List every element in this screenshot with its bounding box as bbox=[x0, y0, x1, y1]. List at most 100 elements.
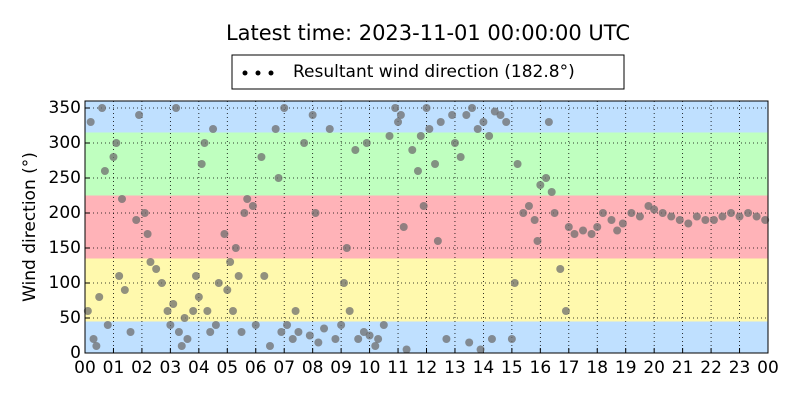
data-point bbox=[197, 160, 206, 168]
data-point bbox=[200, 139, 209, 147]
data-point bbox=[325, 125, 334, 133]
data-point bbox=[650, 205, 659, 214]
data-point bbox=[692, 212, 701, 221]
data-point bbox=[260, 272, 269, 280]
data-point bbox=[140, 209, 149, 217]
data-point bbox=[243, 195, 252, 203]
x-tick-label: 11 bbox=[387, 358, 409, 378]
data-point bbox=[351, 146, 360, 154]
data-point bbox=[120, 286, 129, 294]
data-point bbox=[172, 104, 181, 112]
data-point bbox=[456, 153, 465, 161]
data-point bbox=[550, 209, 559, 217]
data-point bbox=[183, 335, 192, 343]
data-point bbox=[157, 279, 166, 287]
x-tick-label: 10 bbox=[359, 358, 381, 378]
data-point bbox=[408, 146, 417, 154]
data-point bbox=[396, 111, 405, 119]
data-point bbox=[385, 132, 394, 140]
data-point bbox=[311, 209, 320, 217]
data-point bbox=[547, 188, 556, 196]
data-point bbox=[667, 212, 676, 221]
data-point bbox=[291, 307, 300, 315]
data-point bbox=[95, 293, 104, 301]
data-point bbox=[524, 202, 533, 210]
data-point bbox=[271, 125, 280, 133]
legend-box bbox=[231, 54, 625, 90]
data-point bbox=[257, 153, 266, 161]
y-tick-label: 50 bbox=[59, 308, 81, 328]
data-point bbox=[391, 104, 400, 112]
data-point bbox=[536, 181, 545, 189]
data-point bbox=[283, 321, 292, 329]
data-point bbox=[280, 104, 289, 112]
data-point bbox=[556, 265, 565, 273]
data-point bbox=[431, 160, 440, 168]
data-point bbox=[362, 139, 371, 147]
legend-marker bbox=[268, 70, 274, 76]
data-point bbox=[394, 118, 403, 126]
data-point bbox=[98, 104, 107, 112]
data-point bbox=[109, 153, 118, 161]
data-point bbox=[365, 331, 374, 340]
x-tick-label: 07 bbox=[273, 358, 295, 378]
x-tick-label: 00 bbox=[74, 358, 96, 378]
data-point bbox=[163, 307, 172, 315]
data-point bbox=[223, 286, 232, 294]
data-point bbox=[220, 230, 229, 238]
data-point bbox=[191, 272, 200, 280]
data-point bbox=[228, 307, 237, 315]
y-tick-label: 100 bbox=[49, 273, 81, 293]
data-point bbox=[354, 335, 363, 343]
data-point bbox=[234, 272, 243, 280]
data-point bbox=[399, 223, 408, 231]
data-point bbox=[115, 272, 124, 280]
data-point bbox=[379, 321, 388, 329]
data-point bbox=[422, 104, 431, 112]
data-point bbox=[135, 111, 144, 119]
plot-frame bbox=[84, 100, 769, 354]
y-tick-label: 300 bbox=[49, 133, 81, 153]
data-point bbox=[436, 118, 445, 126]
x-tick-label: 06 bbox=[245, 358, 267, 378]
data-point bbox=[587, 230, 596, 238]
data-point bbox=[479, 118, 488, 126]
data-point bbox=[598, 209, 607, 217]
data-point bbox=[709, 216, 718, 224]
x-tick-label: 09 bbox=[330, 358, 352, 378]
data-point bbox=[117, 195, 126, 203]
data-point bbox=[320, 324, 329, 333]
x-tick-label: 01 bbox=[103, 358, 125, 378]
data-point bbox=[533, 237, 542, 245]
x-tick-label: 03 bbox=[160, 358, 182, 378]
data-point bbox=[476, 345, 485, 354]
legend-label: Resultant wind direction (182.8°) bbox=[293, 62, 575, 82]
x-tick-label: 00 bbox=[757, 358, 779, 378]
data-point bbox=[510, 279, 519, 287]
data-point bbox=[735, 212, 744, 221]
data-point bbox=[675, 216, 684, 224]
data-point bbox=[593, 223, 602, 231]
x-tick-label: 05 bbox=[216, 358, 238, 378]
data-point bbox=[166, 321, 175, 329]
data-point bbox=[194, 293, 203, 301]
data-point bbox=[189, 307, 198, 315]
x-tick-label: 04 bbox=[188, 358, 210, 378]
data-point bbox=[448, 111, 457, 119]
legend-marker bbox=[255, 70, 261, 76]
data-point bbox=[152, 265, 161, 273]
data-point bbox=[308, 111, 317, 119]
data-point bbox=[248, 202, 257, 210]
data-point bbox=[146, 258, 155, 266]
data-point bbox=[92, 342, 101, 350]
data-point bbox=[132, 216, 141, 224]
y-tick-label: 250 bbox=[49, 168, 81, 188]
data-point bbox=[627, 209, 636, 217]
data-point bbox=[240, 209, 249, 217]
data-point bbox=[579, 226, 588, 235]
x-tick-label: 22 bbox=[700, 358, 722, 378]
chart-title: Latest time: 2023-11-01 00:00:00 UTC bbox=[226, 21, 630, 45]
data-point bbox=[473, 125, 482, 133]
data-point bbox=[206, 328, 215, 336]
